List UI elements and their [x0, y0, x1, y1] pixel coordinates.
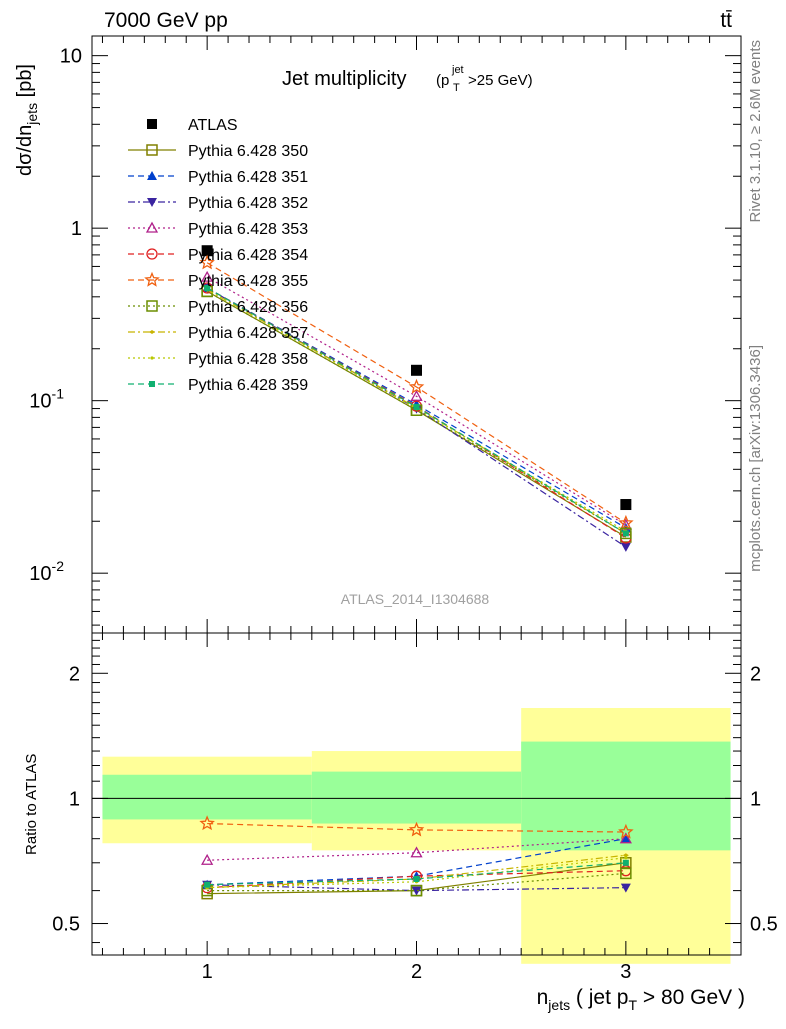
- ratio-point-8-2: [624, 856, 628, 860]
- y-tick-label: 1: [71, 218, 82, 240]
- legend-marker-7: [146, 300, 158, 312]
- data-point-0-0: [201, 245, 213, 257]
- legend-marker-3: [147, 198, 157, 207]
- x-tick-label: 3: [620, 961, 631, 983]
- ratio-point-1-2: [620, 833, 631, 843]
- data-point-4-0: [201, 270, 214, 282]
- ratio-y-tick-label: 1: [69, 788, 80, 810]
- title-text: Jet multiplicity: [282, 68, 406, 90]
- legend-label-8: Pythia 6.428 357: [188, 325, 308, 342]
- data-point-10-1: [413, 403, 420, 410]
- legend-marker-2: [147, 171, 157, 180]
- uncertainty-band-green-2: [521, 741, 731, 851]
- legend-label-6: Pythia 6.428 355: [188, 273, 308, 290]
- legend: ATLAS Pythia 6.428 350 Pythia 6.428 351 Pyt…: [128, 117, 308, 394]
- header-left: 7000 GeV pp: [104, 9, 228, 32]
- ratio-y-tick-label: 2: [69, 663, 80, 685]
- ratio-line-1: [207, 838, 626, 886]
- ratio-point-6-2: [620, 867, 632, 880]
- ratio-point-5-2: [618, 823, 634, 839]
- uncertainty-band-green-0: [102, 774, 312, 820]
- data-point-10-0: [204, 284, 211, 291]
- ratio-y-tick-label-right: 0.5: [750, 914, 778, 936]
- rivet-version-label: Rivet 3.1.10, ≥ 2.6M events: [747, 40, 764, 223]
- x-tick-label: 2: [411, 961, 422, 983]
- ratio-ylabel: Ratio to ATLAS: [23, 754, 40, 855]
- legend-marker-5: [146, 248, 158, 260]
- xlabel: njets ( jet pT > 80 GeV ): [537, 986, 745, 1013]
- ratio-point-7-2: [622, 853, 629, 858]
- ratio-point-2-1: [411, 886, 422, 896]
- legend-label-3: Pythia 6.428 352: [188, 195, 308, 212]
- ratio-y-tick-label-right: 2: [750, 663, 761, 685]
- header-right: tt̄: [720, 9, 732, 32]
- data-point-3-2: [620, 542, 631, 552]
- ratio-point-3-1: [410, 846, 423, 858]
- ratio-y-tick-label-right: 1: [750, 788, 761, 810]
- legend-marker-9: [150, 356, 154, 360]
- ratio-point-3-0: [201, 853, 214, 865]
- ratio-plot: 1 2 3 2 2 1 1 0.5 0.5: [52, 632, 778, 983]
- legend-label-4: Pythia 6.428 353: [188, 221, 308, 238]
- legend-label-0: ATLAS: [188, 117, 238, 134]
- x-tick-label: 1: [202, 961, 213, 983]
- ratio-point-9-2: [622, 859, 629, 866]
- main-ylabel: dσ/dnjets [pb]: [14, 64, 40, 176]
- series-line-4: [206, 276, 627, 526]
- legend-label-2: Pythia 6.428 351: [188, 169, 308, 186]
- data-point-0-2: [620, 499, 632, 511]
- legend-marker-8: [149, 330, 155, 334]
- ratio-line-2: [207, 884, 626, 892]
- data-point-6-1: [408, 378, 425, 394]
- data-point-4-1: [410, 389, 423, 401]
- ratio-point-5-1: [408, 821, 425, 837]
- legend-marker-6: [144, 271, 160, 287]
- data-point-6-0: [199, 254, 215, 270]
- ratio-point-3-2: [619, 832, 632, 844]
- ratio-point-9-1: [413, 875, 420, 882]
- legend-label-10: Pythia 6.428 359: [188, 377, 308, 394]
- series-line-6: [206, 262, 627, 524]
- uncertainty-band-green-1: [311, 771, 522, 824]
- legend-label-7: Pythia 6.428 356: [188, 299, 308, 316]
- data-point-0-1: [411, 364, 422, 376]
- title-suffix-base: (p: [436, 72, 449, 89]
- y-tick-label: 10-2: [29, 558, 64, 585]
- ratio-point-2-2: [620, 883, 631, 893]
- ratio-line-7: [207, 854, 626, 889]
- series-line-7: [206, 290, 627, 534]
- legend-marker-0: [147, 119, 157, 129]
- ratio-point-6-1: [410, 884, 423, 897]
- main-plot: 10 1 10-1 10-2: [29, 35, 742, 634]
- ratio-y-tick-label: 0.5: [52, 914, 80, 936]
- title-suffix-sup: jet: [451, 64, 464, 76]
- y-tick-label: 10-1: [29, 386, 64, 413]
- title-suffix-rest: >25 GeV): [468, 72, 533, 89]
- series-line-2: [206, 287, 627, 529]
- legend-marker-10: [149, 381, 155, 387]
- data-point-6-2: [618, 514, 634, 530]
- legend-marker-1: [146, 144, 158, 156]
- data-point-7-2: [620, 527, 632, 540]
- legend-label-9: Pythia 6.428 358: [188, 351, 308, 368]
- data-point-10-2: [622, 530, 629, 537]
- ratio-point-9-0: [204, 881, 211, 888]
- title-suffix-sub: T: [453, 82, 460, 94]
- legend-marker-4: [145, 221, 159, 233]
- main-title: Jet multiplicity (p jet T >25 GeV): [282, 64, 533, 94]
- legend-label-5: Pythia 6.428 354: [188, 247, 308, 264]
- legend-label-1: Pythia 6.428 350: [188, 143, 308, 160]
- mcplots-label: mcplots.cern.ch [arXiv:1306.3436]: [747, 345, 764, 572]
- y-tick-label: 10: [60, 46, 82, 68]
- analysis-watermark: ATLAS_2014_I1304688: [341, 591, 490, 607]
- ratio-point-5-0: [199, 815, 215, 831]
